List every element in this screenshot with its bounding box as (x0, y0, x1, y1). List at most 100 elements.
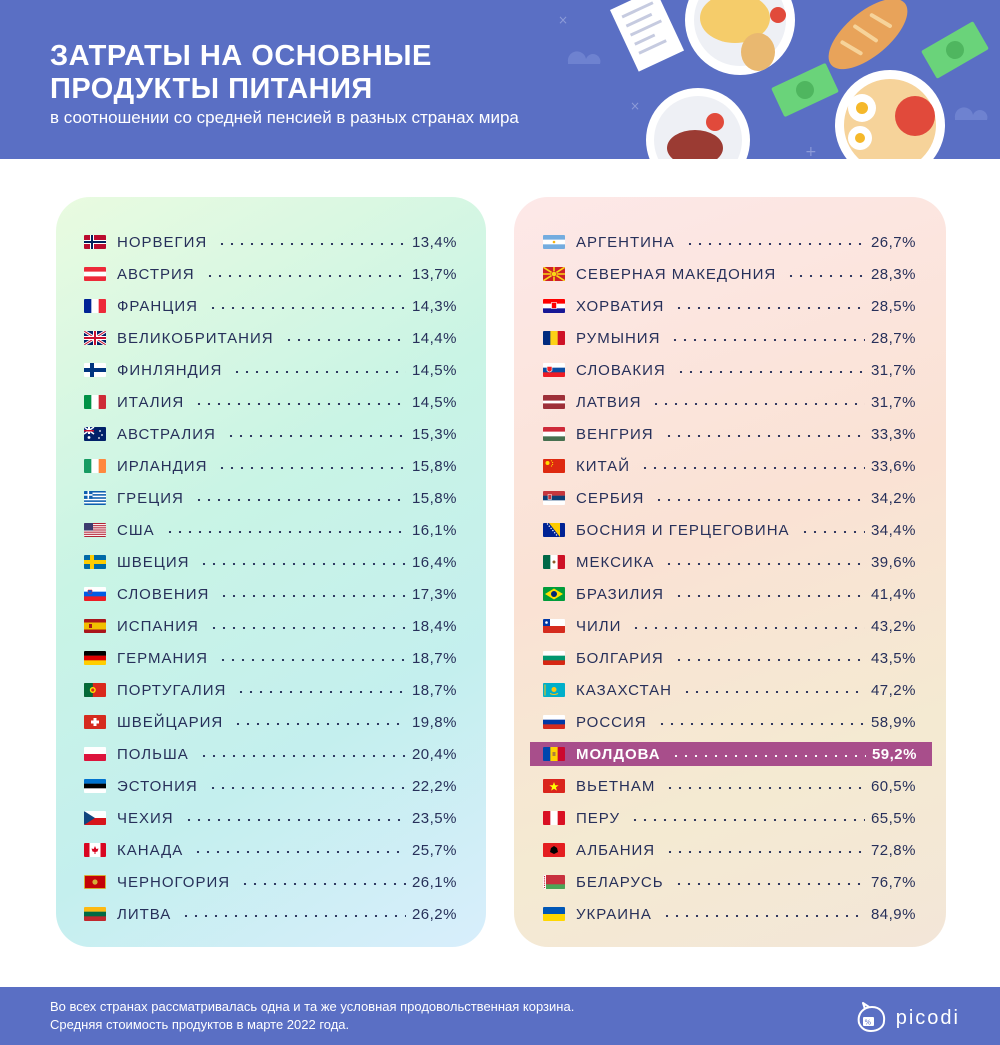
dot-leader (233, 722, 406, 725)
dot-leader (665, 850, 865, 853)
country-name: КАНАДА (117, 841, 184, 859)
table-row: КАЗАХСТАН 47,2% (543, 680, 916, 700)
country-value: 15,8% (411, 489, 457, 507)
flag-romania-icon (543, 331, 565, 345)
brand-name: picodi (895, 1006, 960, 1029)
country-name: ХОРВАТИЯ (576, 297, 665, 315)
dot-leader (681, 690, 865, 693)
flag-greece-icon (84, 491, 106, 505)
dot-leader (673, 882, 865, 885)
table-row: ФИНЛЯНДИЯ 14,5% (84, 360, 457, 380)
dot-leader (204, 274, 406, 277)
country-name: ГЕРМАНИЯ (117, 649, 208, 667)
flag-latvia-icon (543, 395, 565, 409)
table-row: ЭСТОНИЯ 22,2% (84, 776, 457, 796)
flag-chile-icon (543, 619, 565, 633)
country-value: 39,6% (870, 553, 916, 571)
country-name: ЭСТОНИЯ (117, 777, 198, 795)
dot-leader (675, 370, 865, 373)
dot-leader (656, 722, 865, 725)
country-value: 28,5% (870, 297, 916, 315)
dot-leader (208, 626, 406, 629)
flag-lithuania-icon (84, 907, 106, 921)
table-row: ИТАЛИЯ 14,5% (84, 392, 457, 412)
dot-leader (232, 370, 406, 373)
country-name: ЛАТВИЯ (576, 393, 642, 411)
page-subtitle: в соотношении со средней пенсией в разны… (50, 108, 519, 127)
country-name: ВЕНГРИЯ (576, 425, 654, 443)
country-name: МЕКСИКА (576, 553, 655, 571)
flag-slovenia-icon (84, 587, 106, 601)
table-row: ЧЕХИЯ 23,5% (84, 808, 457, 828)
country-value: 31,7% (870, 393, 916, 411)
flag-poland-icon (84, 747, 106, 761)
country-value: 65,5% (870, 809, 916, 827)
table-row: АВСТРАЛИЯ 15,3% (84, 424, 457, 444)
dot-leader (183, 818, 406, 821)
dot-leader (664, 562, 865, 565)
dot-leader (207, 786, 406, 789)
flag-albania-icon (543, 843, 565, 857)
dot-leader (674, 306, 865, 309)
country-name: АВСТРАЛИЯ (117, 425, 216, 443)
table-row: ВЕЛИКОБРИТАНИЯ 14,4% (84, 328, 457, 348)
table-row: РУМЫНИЯ 28,7% (543, 328, 916, 348)
country-name: ИТАЛИЯ (117, 393, 185, 411)
dot-leader (673, 594, 865, 597)
country-value: 25,7% (411, 841, 457, 859)
flag-spain-icon (84, 619, 106, 633)
table-row: ИСПАНИЯ 18,4% (84, 616, 457, 636)
country-name: КАЗАХСТАН (576, 681, 672, 699)
flag-norway-icon (84, 235, 106, 249)
footer: Во всех странах рассматривалась одна и т… (0, 987, 1000, 1045)
flag-usa-icon (84, 523, 106, 537)
dot-leader (786, 274, 865, 277)
flag-vietnam-icon (543, 779, 565, 793)
dot-leader (631, 626, 865, 629)
flag-croatia-icon (543, 299, 565, 313)
country-name: ПОЛЬША (117, 745, 189, 763)
flag-kazakhstan-icon (543, 683, 565, 697)
country-value: 72,8% (870, 841, 916, 859)
flag-ukraine-icon (543, 907, 565, 921)
country-value: 43,5% (870, 649, 916, 667)
dot-leader (181, 914, 406, 917)
table-row: АЛБАНИЯ 72,8% (543, 840, 916, 860)
country-name: ЛИТВА (117, 905, 172, 923)
table-row: СЛОВАКИЯ 31,7% (543, 360, 916, 380)
table-row: АРГЕНТИНА 26,7% (543, 232, 916, 252)
country-value: 41,4% (870, 585, 916, 603)
country-value: 13,7% (411, 265, 457, 283)
dot-leader (240, 882, 406, 885)
country-value: 23,5% (411, 809, 457, 827)
table-row: ХОРВАТИЯ 28,5% (543, 296, 916, 316)
dot-leader (219, 594, 406, 597)
dot-leader (164, 530, 406, 533)
table-row: МОЛДОВА 59,2% (530, 742, 932, 766)
country-value: 18,4% (411, 617, 457, 635)
country-value: 84,9% (870, 905, 916, 923)
flag-uk-icon (84, 331, 106, 345)
country-value: 20,4% (411, 745, 457, 763)
right-panel (514, 197, 946, 947)
table-row: УКРАИНА 84,9% (543, 904, 916, 924)
flag-austria-icon (84, 267, 106, 281)
country-value: 22,2% (411, 777, 457, 795)
dot-leader (663, 434, 865, 437)
table-row: БРАЗИЛИЯ 41,4% (543, 584, 916, 604)
dot-leader (661, 914, 865, 917)
table-row: РОССИЯ 58,9% (543, 712, 916, 732)
country-name: НОРВЕГИЯ (117, 233, 208, 251)
left-panel (56, 197, 486, 947)
country-name: КИТАЙ (576, 457, 630, 475)
flag-montenegro-icon (84, 875, 106, 889)
header-banner: ЗАТРАТЫ НА ОСНОВНЫЕ ПРОДУКТЫ ПИТАНИЯ в с… (0, 0, 1000, 159)
country-value: 59,2% (871, 745, 917, 763)
title-line-2: ПРОДУКТЫ ПИТАНИЯ (50, 73, 373, 105)
svg-text:%: % (864, 1019, 871, 1027)
country-value: 14,5% (411, 361, 457, 379)
table-row: ЛАТВИЯ 31,7% (543, 392, 916, 412)
country-name: МОЛДОВА (576, 745, 661, 763)
table-row: ВЕНГРИЯ 33,3% (543, 424, 916, 444)
country-name: АВСТРИЯ (117, 265, 195, 283)
